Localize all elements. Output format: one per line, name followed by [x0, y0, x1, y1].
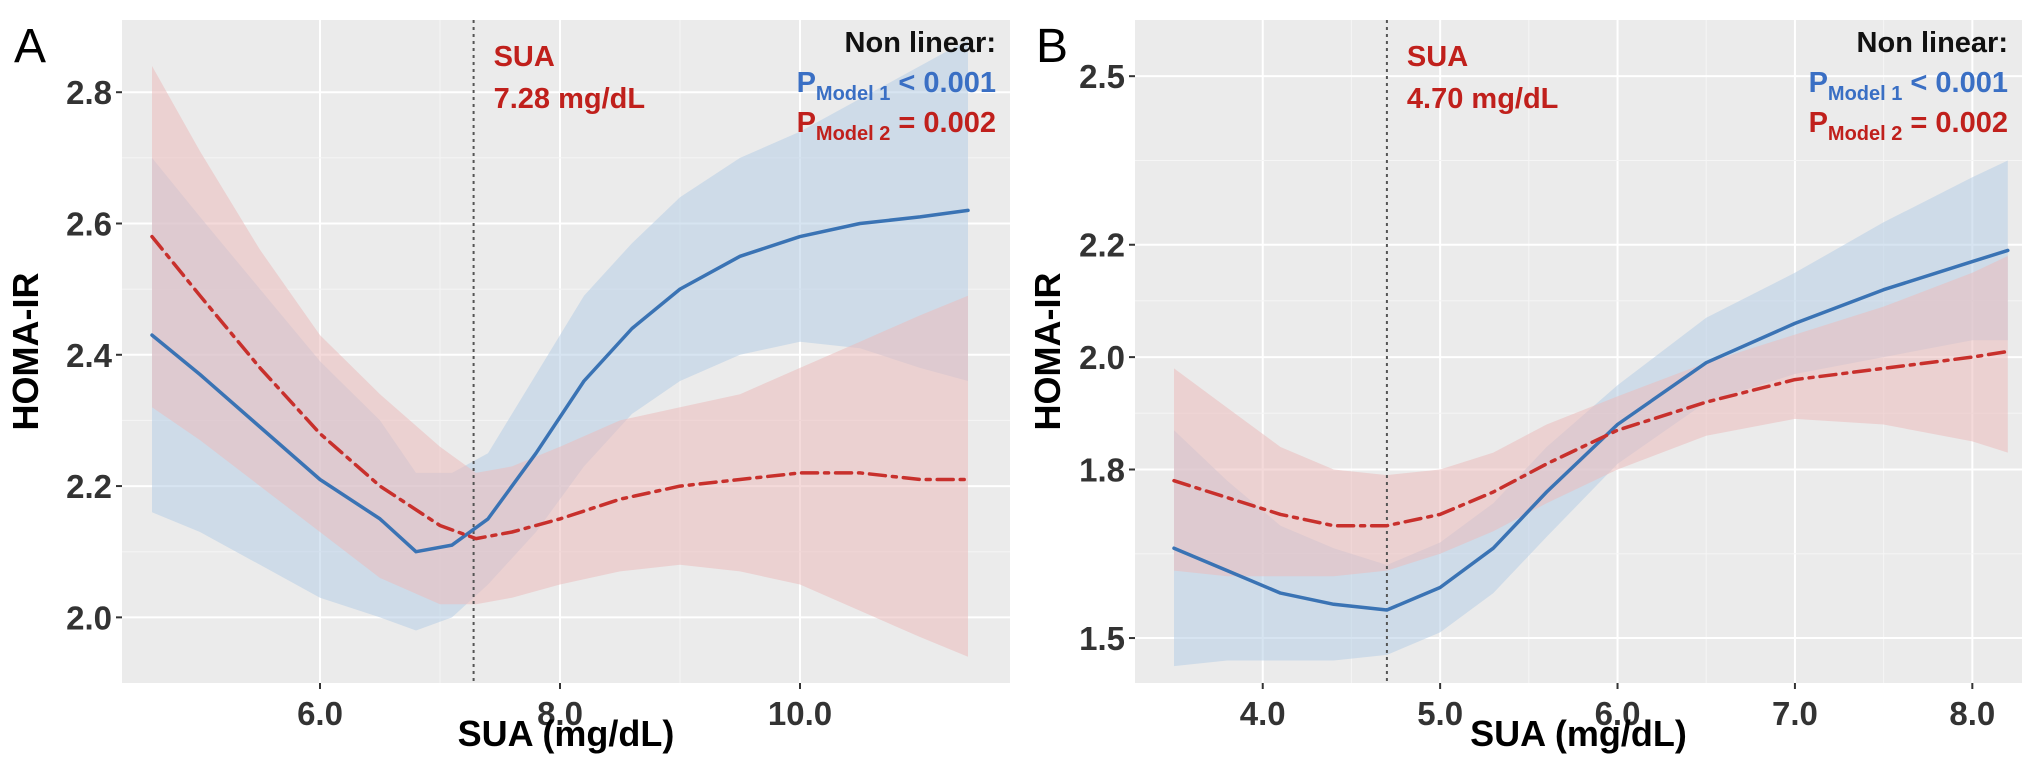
- y-tick-label: 2.2: [1079, 227, 1125, 264]
- series-line-model-1: [150, 208, 970, 554]
- y-tick-label: 2.0: [66, 599, 112, 636]
- p-subscript: Model 1: [1828, 83, 1902, 105]
- x-tick-label: 7.0: [1772, 695, 1818, 732]
- p-symbol: P: [797, 107, 816, 139]
- y-tick-label: 2.5: [1079, 58, 1125, 95]
- x-tick-label: 8.0: [537, 695, 583, 732]
- p-symbol: P: [1809, 67, 1828, 99]
- p-subscript: Model 2: [816, 123, 890, 145]
- p-subscript: Model 2: [1828, 123, 1902, 145]
- y-tick-label: 2.6: [66, 205, 112, 242]
- x-tick-label: 6.0: [1595, 695, 1641, 732]
- panel-b: 4.0 5.0 6.0 7.0 8.0 1.5 1.8 2.0 2.2 2.5 SUA (mg/dL…: [1027, 20, 2022, 754]
- y-axis-title: HOMA-IR: [1027, 273, 1068, 431]
- series-line-model-2: [150, 234, 970, 541]
- series-line-model-1: [1172, 248, 2010, 612]
- y-tick-label: 2.2: [66, 468, 112, 505]
- panel-a: 6.0 8.0 10.0 2.0 2.2 2.4 2.6 2.8 SUA (mg/dL) HOMA…: [5, 20, 1010, 754]
- y-tick-label: 2.0: [1079, 339, 1125, 376]
- x-tick-label: 8.0: [1949, 695, 1995, 732]
- reference-label-value: 7.28 mg/dL: [494, 83, 645, 115]
- panel-label: A: [14, 20, 46, 73]
- x-tick-label: 4.0: [1240, 695, 1286, 732]
- confidence-band-model-2: [152, 66, 968, 657]
- p-value: < 0.001: [1902, 67, 2008, 99]
- y-tick-label: 1.5: [1079, 620, 1125, 657]
- series-line-model-2: [1172, 349, 2010, 528]
- p-value: < 0.001: [890, 67, 996, 99]
- confidence-band-model-2: [1174, 256, 2008, 577]
- p-subscript: Model 1: [816, 83, 890, 105]
- p-value: = 0.002: [890, 107, 996, 139]
- x-axis-title: SUA (mg/dL): [458, 713, 675, 754]
- p-value-model-2: PModel 2 = 0.002: [797, 107, 996, 145]
- y-tick-label: 2.4: [66, 337, 113, 374]
- p-value-model-1: PModel 1 < 0.001: [1809, 67, 2008, 105]
- p-symbol: P: [797, 67, 816, 99]
- p-value-model-2: PModel 2 = 0.002: [1809, 107, 2008, 145]
- reference-label-title: SUA: [494, 41, 555, 73]
- p-symbol: P: [1809, 107, 1828, 139]
- x-tick-label: 10.0: [768, 695, 832, 732]
- nonlinear-heading: Non linear:: [845, 27, 996, 59]
- p-value: = 0.002: [1902, 107, 2008, 139]
- x-axis-title: SUA (mg/dL): [1470, 713, 1687, 754]
- y-tick-label: 2.8: [66, 74, 112, 111]
- nonlinear-heading: Non linear:: [1857, 27, 2008, 59]
- x-tick-label: 6.0: [297, 695, 343, 732]
- x-tick-label: 5.0: [1417, 695, 1463, 732]
- y-tick-label: 1.8: [1079, 451, 1125, 488]
- panel-label: B: [1036, 20, 1068, 73]
- y-axis-title: HOMA-IR: [5, 273, 46, 431]
- reference-label-title: SUA: [1407, 41, 1468, 73]
- reference-label-value: 4.70 mg/dL: [1407, 83, 1559, 115]
- p-value-model-1: PModel 1 < 0.001: [797, 67, 996, 105]
